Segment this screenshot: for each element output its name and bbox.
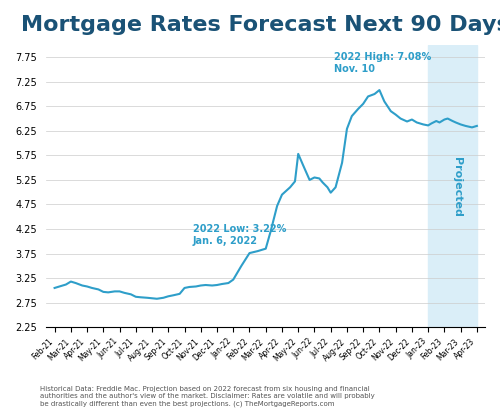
Text: Historical Data: Freddie Mac. Projection based on 2022 forecast from six housing: Historical Data: Freddie Mac. Projection… xyxy=(40,386,375,407)
Text: 2022 High: 7.08%
Nov. 10: 2022 High: 7.08% Nov. 10 xyxy=(334,52,431,74)
Text: Projected: Projected xyxy=(452,157,462,217)
Bar xyxy=(428,45,477,327)
Title: Mortgage Rates Forecast Next 90 Days: Mortgage Rates Forecast Next 90 Days xyxy=(22,15,500,35)
Text: 2022 Low: 3.22%
Jan. 6, 2022: 2022 Low: 3.22% Jan. 6, 2022 xyxy=(192,224,286,246)
